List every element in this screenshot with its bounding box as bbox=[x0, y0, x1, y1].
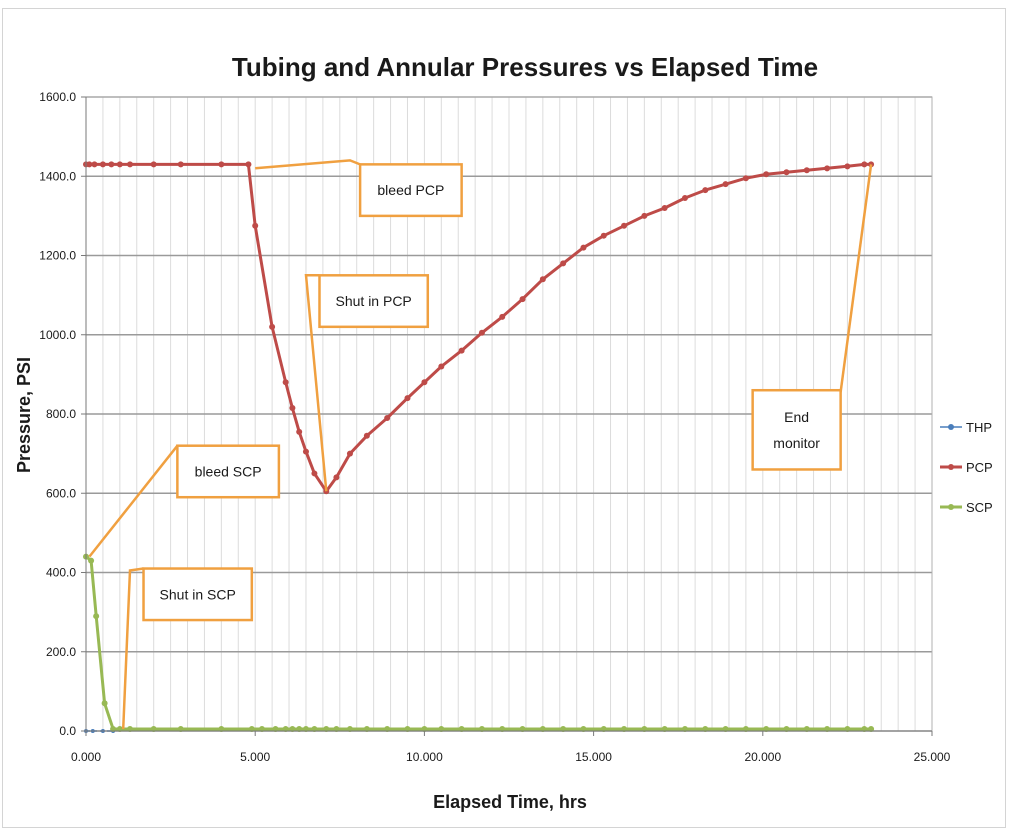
series-pcp-point bbox=[621, 222, 628, 229]
series-pcp-point bbox=[539, 276, 546, 283]
series-pcp-point bbox=[580, 244, 587, 251]
annotation-text-bleed-pcp: bleed PCP bbox=[377, 182, 444, 198]
x-tick-label: 10.000 bbox=[406, 750, 443, 764]
x-tick-label: 25.000 bbox=[914, 750, 951, 764]
series-pcp-line bbox=[86, 162, 872, 493]
y-tick-label: 200.0 bbox=[46, 645, 76, 659]
x-tick-label: 20.000 bbox=[744, 750, 781, 764]
series-pcp-point bbox=[302, 448, 309, 455]
annotation-text-shutin-pcp: Shut in PCP bbox=[336, 293, 412, 309]
series-pcp-point bbox=[458, 347, 465, 354]
annotation-text-shutin-scp: Shut in SCP bbox=[160, 586, 236, 602]
x-tick-label: 0.000 bbox=[71, 750, 101, 764]
x-tick-label: 5.000 bbox=[240, 750, 270, 764]
annotation-leader-bleed-pcp bbox=[255, 159, 361, 170]
series-pcp-point bbox=[126, 161, 133, 168]
annotation-box-shutin-pcp bbox=[318, 274, 430, 329]
series-pcp-point bbox=[177, 161, 184, 168]
chart-title: Tubing and Annular Pressures vs Elapsed … bbox=[232, 52, 818, 82]
legend-pcp-marker bbox=[948, 464, 954, 470]
legend: THP PCP SCP bbox=[940, 420, 993, 515]
series-pcp-point bbox=[868, 161, 875, 168]
chart-frame bbox=[2, 8, 1006, 828]
series-pcp-point bbox=[86, 161, 93, 168]
series-pcp-point bbox=[296, 428, 303, 435]
series-pcp-point bbox=[333, 474, 340, 481]
series-pcp-point bbox=[681, 195, 688, 202]
series-scp-point bbox=[88, 557, 95, 564]
series-pcp-point bbox=[421, 379, 428, 386]
annotation-box-bleed-pcp bbox=[358, 163, 463, 218]
y-tick-label: 1600.0 bbox=[39, 90, 76, 104]
series-pcp-point bbox=[438, 363, 445, 370]
series-pcp-point bbox=[384, 414, 391, 421]
series-pcp-point bbox=[824, 165, 831, 172]
series-pcp-point bbox=[661, 204, 668, 211]
series-pcp-point bbox=[289, 405, 296, 412]
series-pcp-point bbox=[99, 161, 106, 168]
annotations: bleed PCP Shut in PCP End monitor bleed SCP S… bbox=[88, 159, 873, 730]
series-pcp-point bbox=[478, 329, 485, 336]
series-pcp-point bbox=[861, 161, 868, 168]
y-axis-label: Pressure, PSI bbox=[14, 357, 34, 473]
series-pcp-point bbox=[560, 260, 567, 267]
series-pcp-point bbox=[641, 212, 648, 219]
series-pcp-point bbox=[783, 169, 790, 176]
series-pcp-point bbox=[150, 161, 157, 168]
y-tick-label: 1000.0 bbox=[39, 328, 76, 342]
annotation-leader-shutin-pcp bbox=[304, 274, 328, 492]
series-pcp-point bbox=[218, 161, 225, 168]
series-pcp-point bbox=[108, 161, 115, 168]
series-pcp-point bbox=[600, 232, 607, 239]
y-tick-label: 1400.0 bbox=[39, 169, 76, 183]
y-tick-label: 1200.0 bbox=[39, 249, 76, 263]
series-pcp-point bbox=[519, 296, 526, 303]
annotation-box-shutin-scp bbox=[142, 567, 254, 622]
annotation-text-end-monitor: End bbox=[784, 409, 809, 425]
y-tick-label: 800.0 bbox=[46, 407, 76, 421]
annotation-text-end-monitor: monitor bbox=[773, 435, 820, 451]
y-tick-label: 0.0 bbox=[59, 724, 76, 738]
series-pcp-point bbox=[763, 171, 770, 178]
series-scp-line bbox=[85, 555, 872, 731]
annotation-text-bleed-scp: bleed SCP bbox=[195, 463, 262, 479]
y-tick-label: 400.0 bbox=[46, 566, 76, 580]
x-tick-label: 15.000 bbox=[575, 750, 612, 764]
annotation-box-bleed-scp bbox=[176, 444, 281, 499]
series-scp-point bbox=[101, 700, 108, 707]
annotation-box-end-monitor bbox=[751, 388, 842, 471]
series-scp-point bbox=[93, 613, 100, 620]
series-pcp-point bbox=[269, 323, 276, 330]
series-pcp-point bbox=[722, 181, 729, 188]
series-pcp-point bbox=[282, 379, 289, 386]
series-pcp-point bbox=[363, 432, 370, 439]
series-pcp-point bbox=[346, 450, 353, 457]
annotation-leader-bleed-scp bbox=[88, 444, 179, 558]
series-pcp-point bbox=[702, 187, 709, 194]
series-pcp-point bbox=[844, 163, 851, 170]
series-pcp-point bbox=[803, 167, 810, 174]
x-axis-label: Elapsed Time, hrs bbox=[433, 792, 587, 812]
series-pcp-point bbox=[742, 175, 749, 182]
legend-pcp-label: PCP bbox=[966, 460, 993, 475]
series-pcp-point bbox=[245, 161, 252, 168]
series-pcp-point bbox=[252, 222, 259, 229]
annotation-leader-shutin-scp bbox=[121, 567, 144, 730]
series-pcp-point bbox=[404, 395, 411, 402]
axes: 0.0 200.0 400.0 600.0 800.0 1000.0 1200.0 1400.… bbox=[39, 90, 950, 764]
annotation-leader-end-monitor bbox=[839, 164, 873, 393]
legend-thp-label: THP bbox=[966, 420, 992, 435]
series-pcp-point bbox=[499, 313, 506, 320]
series-pcp-point bbox=[311, 470, 318, 477]
y-tick-label: 600.0 bbox=[46, 486, 76, 500]
legend-scp-marker bbox=[948, 504, 954, 510]
series-pcp-point bbox=[91, 161, 98, 168]
series-pcp-point bbox=[116, 161, 123, 168]
legend-thp-marker bbox=[948, 424, 954, 430]
legend-scp-label: SCP bbox=[966, 500, 993, 515]
